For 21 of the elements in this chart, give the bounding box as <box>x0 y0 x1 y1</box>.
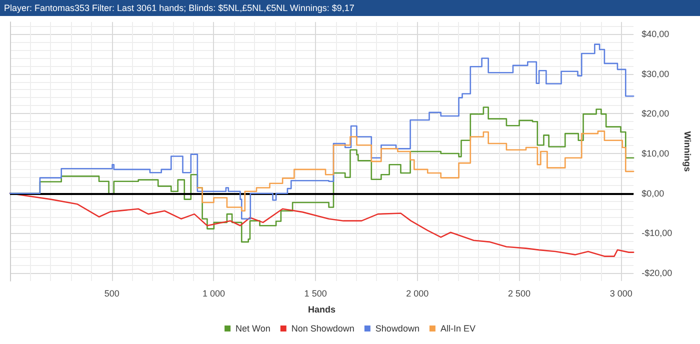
x-tick-label: 2 500 <box>508 288 531 298</box>
y-tick-label: $30,00 <box>642 68 670 79</box>
y-tick-label: $0,00 <box>642 188 664 198</box>
x-tick-label: 500 <box>104 288 120 298</box>
x-tick-label: 1 500 <box>304 288 327 298</box>
x-tick-label: 1 000 <box>202 288 225 298</box>
y-tick-label: $10,00 <box>642 148 670 158</box>
y-tick-label: -$20,00 <box>642 268 672 278</box>
y-tick-label: -$10,00 <box>642 228 672 238</box>
x-tick-label: 3 000 <box>610 288 632 298</box>
legend-label: Non Showdown <box>291 324 354 334</box>
legend-label: All-In EV <box>440 324 476 334</box>
y-tick-label: $40,00 <box>642 28 670 39</box>
chart-title: Player: Fantomas353 Filter: Last 3061 hands; Blinds: $5NL,£5NL,€5NL Winnings: $9,17 <box>0 0 700 16</box>
y-axis-title: Winnings <box>682 131 692 172</box>
x-tick-label: 2 000 <box>406 288 429 298</box>
x-axis-title: Hands <box>308 304 336 314</box>
legend-label: Showdown <box>375 324 420 334</box>
legend-label: Net Won <box>236 324 270 334</box>
y-tick-label: $20,00 <box>642 108 670 119</box>
line-series <box>9 192 634 257</box>
